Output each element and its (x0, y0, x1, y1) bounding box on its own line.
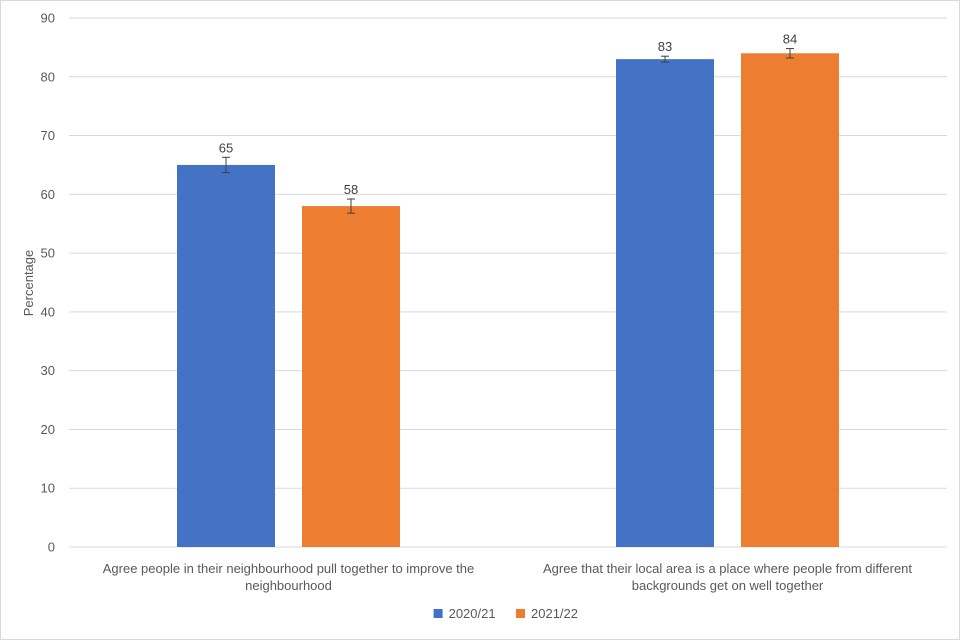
legend: 2020/21 2021/22 (433, 606, 578, 621)
category-labels: Agree people in their neighbourhood pull… (103, 561, 913, 593)
bar-1-2 (616, 59, 714, 548)
bar-2-1 (302, 206, 400, 548)
legend-swatch-1 (433, 609, 443, 618)
bar-1-1 (177, 164, 275, 547)
y-tick-label: 50 (41, 246, 55, 261)
category-label-line: Agree people in their neighbourhood pull… (103, 561, 474, 576)
y-tick-label: 80 (41, 69, 55, 84)
y-axis-title: Percentage (21, 250, 36, 317)
data-label: 65 (219, 140, 233, 155)
y-tick-label: 70 (41, 128, 55, 143)
y-tick-label: 60 (41, 187, 55, 202)
y-tick-label: 0 (48, 540, 55, 555)
error-bars (222, 48, 794, 214)
data-labels: 65 58 83 84 (219, 32, 797, 197)
category-label-line: neighbourhood (245, 578, 332, 593)
y-tick-label: 10 (41, 481, 55, 496)
y-tick-label: 30 (41, 363, 55, 378)
legend-label-1: 2020/21 (449, 606, 496, 621)
y-tick-labels: 0 10 20 30 40 50 60 70 80 90 (41, 11, 55, 555)
bar-2-2 (741, 53, 839, 548)
y-tick-label: 20 (41, 422, 55, 437)
legend-label-2: 2021/22 (531, 606, 578, 621)
y-tick-label: 40 (41, 304, 55, 319)
y-tick-label: 90 (41, 11, 55, 26)
legend-swatch-2 (516, 609, 525, 618)
bars (177, 53, 839, 548)
data-label: 84 (783, 32, 797, 47)
category-label-line: backgrounds get on well together (632, 578, 824, 593)
data-label: 58 (344, 182, 358, 197)
category-label-line: Agree that their local area is a place w… (543, 561, 912, 576)
data-label: 83 (658, 39, 672, 54)
